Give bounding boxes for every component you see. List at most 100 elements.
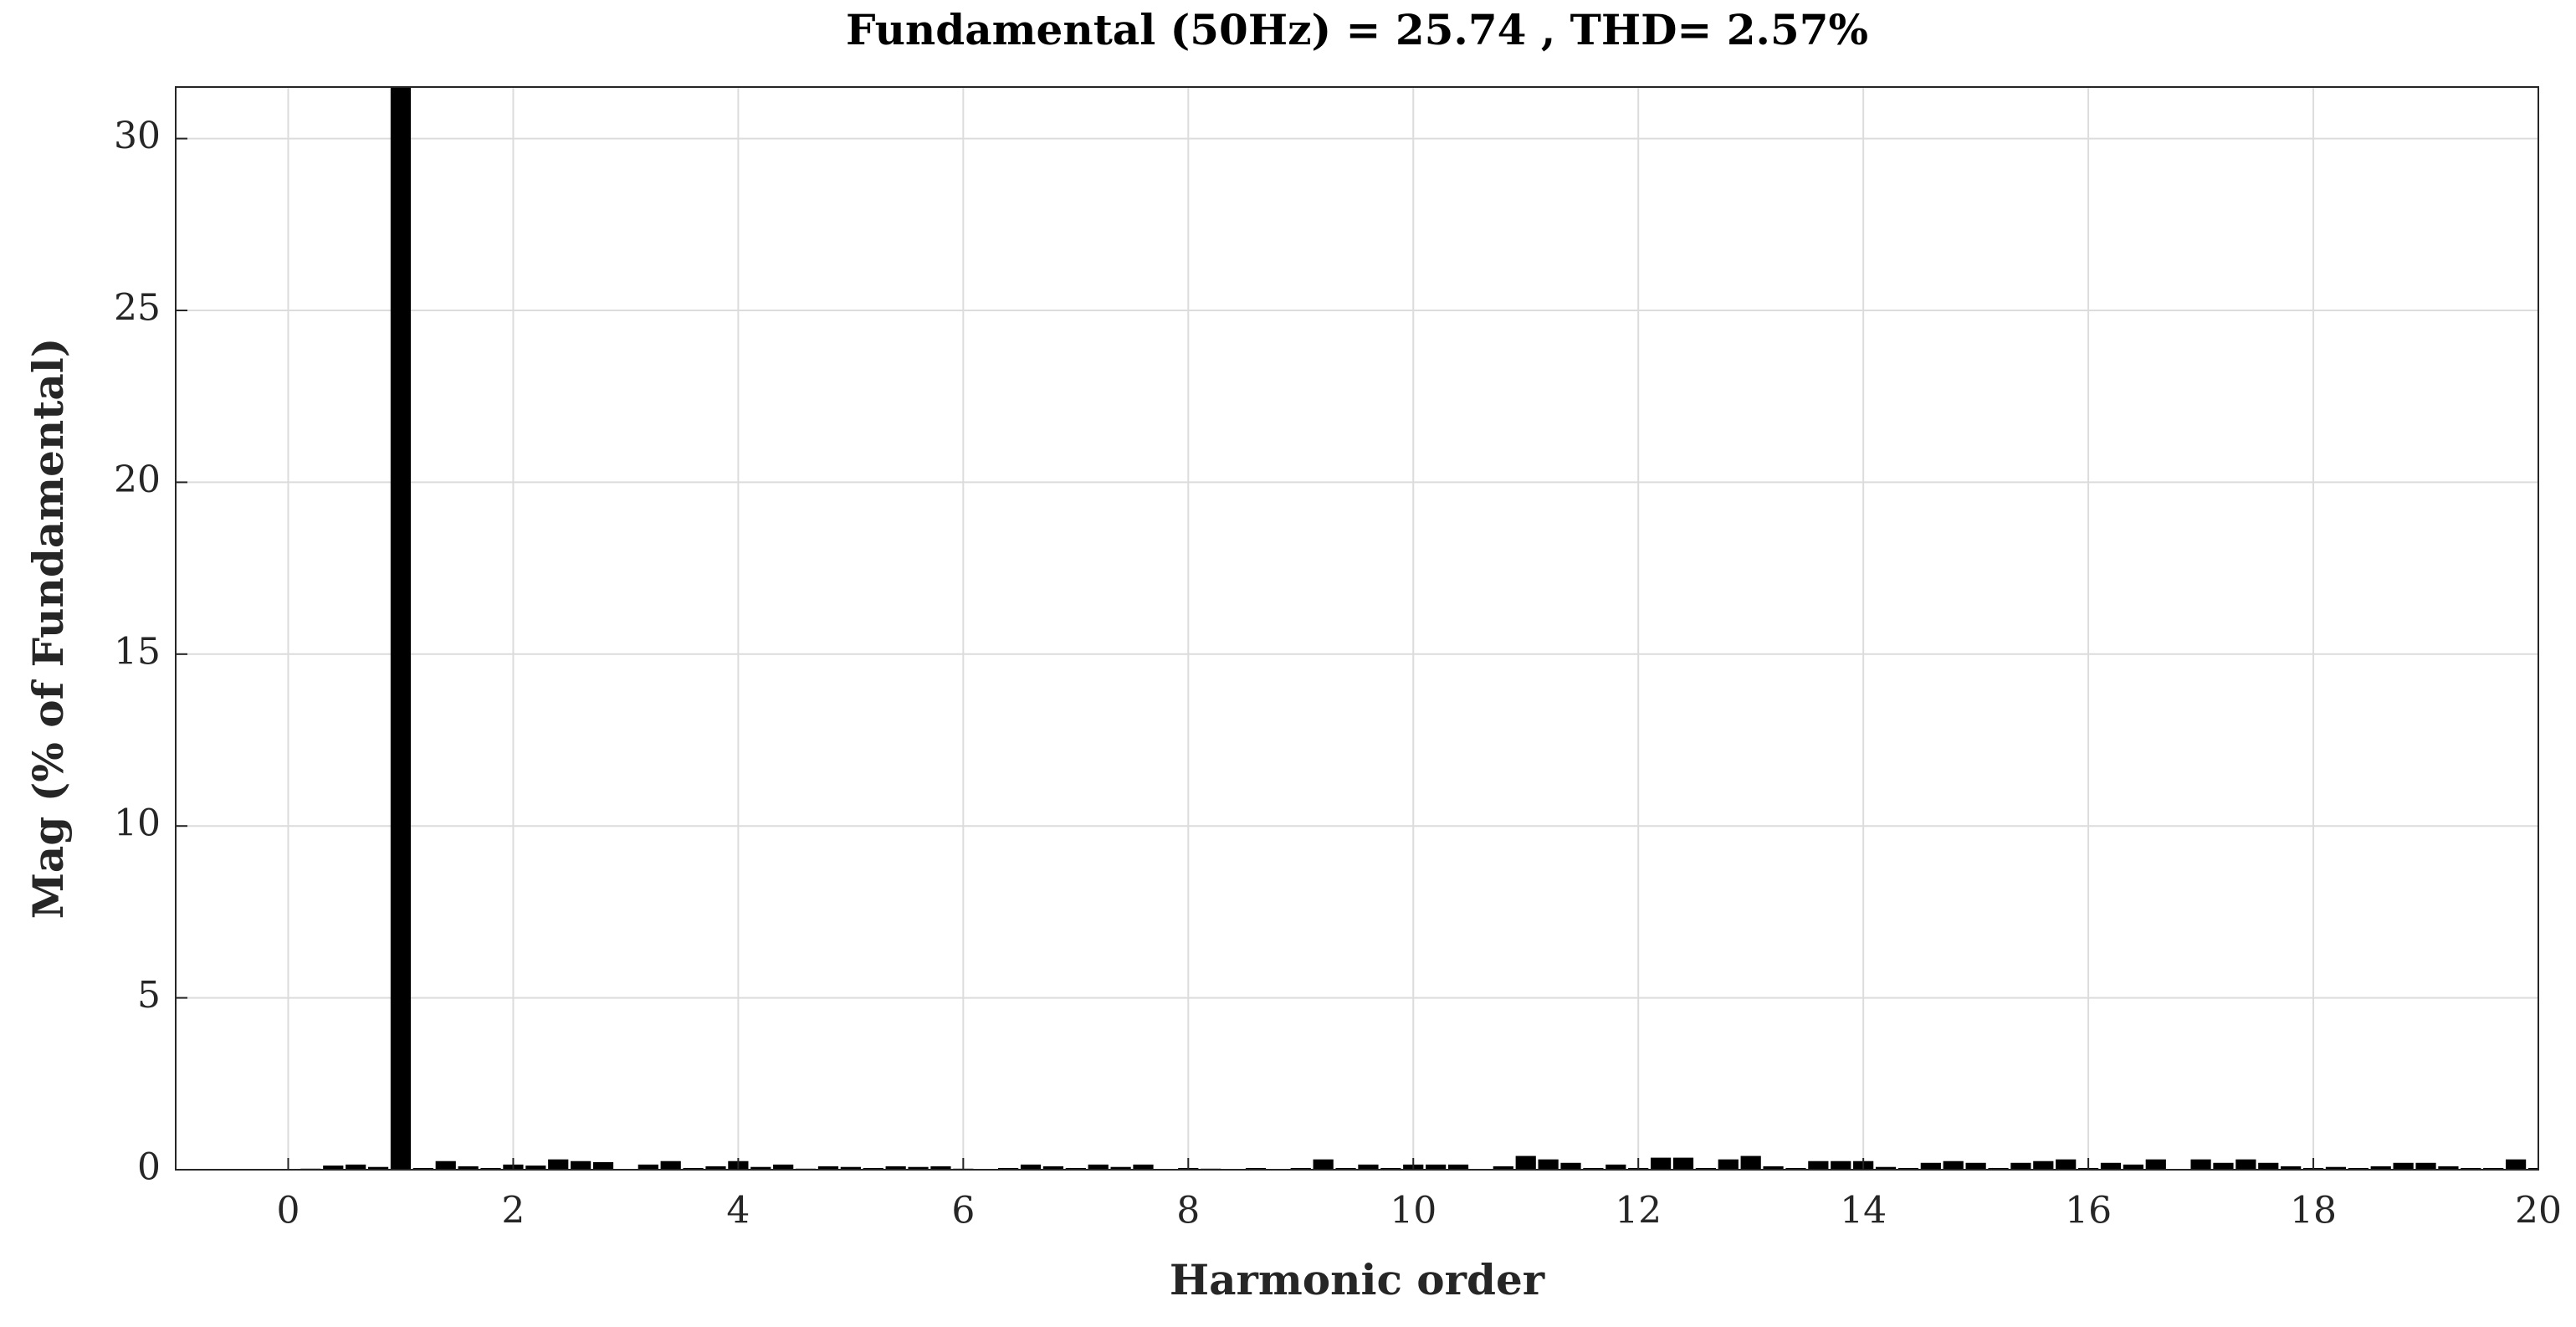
bar bbox=[480, 1167, 501, 1170]
bar bbox=[2527, 1167, 2538, 1170]
bar bbox=[1718, 1159, 1739, 1170]
bar bbox=[1538, 1159, 1559, 1170]
bar bbox=[2190, 1159, 2211, 1170]
bar bbox=[863, 1167, 883, 1170]
bar bbox=[683, 1167, 704, 1170]
bar bbox=[1763, 1166, 1784, 1170]
bar bbox=[1650, 1157, 1672, 1170]
bar bbox=[1875, 1166, 1897, 1170]
x-tick-label: 12 bbox=[1615, 1190, 1662, 1232]
bar bbox=[1988, 1167, 2009, 1170]
bar bbox=[1313, 1159, 1334, 1170]
bar bbox=[2461, 1167, 2481, 1170]
bar bbox=[1606, 1164, 1626, 1170]
bar bbox=[1493, 1166, 1513, 1170]
bar bbox=[1447, 1164, 1469, 1170]
bar bbox=[2438, 1166, 2459, 1170]
bar bbox=[1020, 1164, 1042, 1170]
y-tick-label: 15 bbox=[114, 630, 161, 673]
bar bbox=[1335, 1167, 1356, 1170]
bar bbox=[2348, 1167, 2369, 1170]
bar bbox=[1290, 1167, 1311, 1170]
bar bbox=[2415, 1162, 2436, 1170]
bar bbox=[2506, 1159, 2527, 1170]
y-tick-label: 0 bbox=[137, 1146, 161, 1189]
bar bbox=[1965, 1162, 1986, 1170]
bar bbox=[1808, 1160, 1829, 1170]
bar bbox=[1583, 1167, 1604, 1170]
y-axis-label: Mag (% of Fundamental) bbox=[23, 338, 73, 920]
bar bbox=[323, 1166, 344, 1170]
bar bbox=[817, 1166, 839, 1170]
bar bbox=[885, 1166, 906, 1170]
bar bbox=[2370, 1166, 2391, 1170]
bar bbox=[1065, 1167, 1086, 1170]
bar bbox=[2056, 1159, 2077, 1170]
bar bbox=[1943, 1160, 1964, 1170]
labels: 0 2 4 6 8 10 12 14 16 18 20 0 5 10 15 20 25 30 bbox=[114, 115, 2562, 1232]
bar bbox=[592, 1161, 614, 1170]
y-tick-label: 20 bbox=[114, 459, 161, 501]
bar bbox=[1897, 1167, 1919, 1170]
bar bbox=[2258, 1162, 2279, 1170]
bar bbox=[1380, 1167, 1401, 1170]
bar bbox=[2235, 1159, 2256, 1170]
bar bbox=[435, 1160, 456, 1170]
bar bbox=[525, 1166, 546, 1170]
y-tick-label: 10 bbox=[114, 802, 161, 845]
bar bbox=[2033, 1160, 2054, 1170]
bar bbox=[1672, 1157, 1694, 1170]
y-tick-label: 25 bbox=[114, 287, 161, 330]
bar bbox=[1042, 1166, 1064, 1170]
chart-title: Fundamental (50Hz) = 25.74 , THD= 2.57% bbox=[846, 5, 1868, 54]
bar bbox=[638, 1164, 658, 1170]
x-tick-label: 0 bbox=[276, 1190, 300, 1232]
y-tick-label: 30 bbox=[114, 115, 161, 157]
bar bbox=[1785, 1167, 1806, 1170]
bar bbox=[1110, 1166, 1131, 1170]
bar bbox=[1920, 1162, 1941, 1170]
bar bbox=[1088, 1164, 1109, 1170]
x-tick-label: 8 bbox=[1176, 1190, 1200, 1232]
bar bbox=[908, 1166, 929, 1170]
bar bbox=[1133, 1164, 1154, 1170]
bar bbox=[2483, 1167, 2504, 1170]
bar bbox=[367, 1166, 389, 1170]
bar bbox=[1358, 1164, 1379, 1170]
bar bbox=[998, 1167, 1019, 1170]
bar bbox=[458, 1166, 479, 1170]
bar bbox=[2213, 1162, 2234, 1170]
bar bbox=[840, 1166, 861, 1170]
bar bbox=[390, 87, 412, 1170]
bar bbox=[930, 1166, 951, 1170]
bar bbox=[1740, 1155, 1761, 1170]
bar bbox=[1245, 1167, 1267, 1170]
bar bbox=[1560, 1162, 1581, 1170]
x-tick-label: 18 bbox=[2290, 1190, 2337, 1232]
x-tick-label: 2 bbox=[501, 1190, 525, 1232]
bar bbox=[705, 1166, 726, 1170]
bar bbox=[750, 1166, 771, 1170]
bar bbox=[571, 1160, 592, 1170]
bar bbox=[1831, 1160, 1851, 1170]
x-tick-label: 6 bbox=[951, 1190, 975, 1232]
x-tick-label: 14 bbox=[1840, 1190, 1887, 1232]
bar bbox=[2281, 1166, 2302, 1170]
bar bbox=[1426, 1164, 1447, 1170]
bar bbox=[1695, 1167, 1716, 1170]
x-tick-label: 16 bbox=[2065, 1190, 2112, 1232]
x-tick-label: 4 bbox=[726, 1190, 750, 1232]
x-tick-label: 10 bbox=[1390, 1190, 1437, 1232]
x-tick-label: 20 bbox=[2515, 1190, 2562, 1232]
bar bbox=[346, 1164, 366, 1170]
x-axis-label: Harmonic order bbox=[1170, 1255, 1545, 1304]
bar bbox=[2325, 1166, 2347, 1170]
plot-area bbox=[176, 87, 2538, 1170]
bar bbox=[2100, 1162, 2122, 1170]
bar bbox=[412, 1167, 433, 1170]
bar bbox=[548, 1159, 569, 1170]
bar bbox=[773, 1164, 794, 1170]
y-tick-label: 5 bbox=[137, 974, 161, 1017]
